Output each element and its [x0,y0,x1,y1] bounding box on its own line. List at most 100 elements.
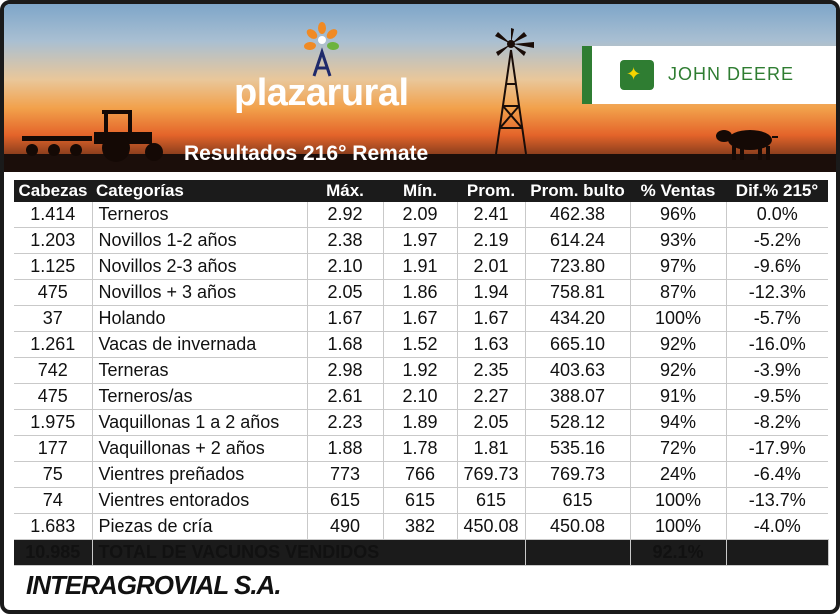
table-row: 1.125 Novillos 2-3 años 2.10 1.91 2.01 7… [14,253,828,280]
column-header: Prom. bulto [525,180,630,202]
cell-prom: 2.19 [457,227,526,254]
cell-cabezas: 1.414 [14,202,93,228]
cell-max: 615 [307,487,384,514]
column-header: Cabezas [14,180,92,202]
cell-prom-bulto: 462.38 [525,202,631,228]
cell-dif: -12.3% [726,279,828,306]
cell-categoria: Piezas de cría [92,513,308,540]
cell-max: 2.38 [307,227,384,254]
company-name: INTERAGROVIAL S.A. [26,570,282,600]
cell-prom-bulto: 403.63 [525,357,631,384]
column-header: Dif.% 215° [726,180,828,202]
cell-cabezas: 1.203 [14,227,93,254]
cell-categoria: Novillos + 3 años [92,279,308,306]
cell-min: 2.10 [383,383,458,410]
cell-min: 382 [383,513,458,540]
cell-max: 773 [307,461,384,488]
cell-ventas: 100% [630,305,727,332]
cell-ventas: 93% [630,227,727,254]
cell-ventas: 24% [630,461,727,488]
cell-cabezas: 1.975 [14,409,93,436]
cell-max: 1.67 [307,305,384,332]
cell-ventas: 97% [630,253,727,280]
sponsor-name: JOHN DEERE [668,64,795,84]
cell-ventas: 100% [630,513,727,540]
cell-prom-bulto: 528.12 [525,409,631,436]
table-row: 742 Terneras 2.98 1.92 2.35 403.63 92% -… [14,357,828,384]
table-row: 1.261 Vacas de invernada 1.68 1.52 1.63 … [14,331,828,358]
cell-prom: 2.05 [457,409,526,436]
cell-min: 615 [383,487,458,514]
cell-dif: 0.0% [726,202,828,228]
cell-prom: 615 [457,487,526,514]
cell-prom: 1.94 [457,279,526,306]
total-ventas: 92.1% [630,539,727,566]
cell-prom-bulto: 665.10 [525,331,631,358]
cell-max: 490 [307,513,384,540]
table-row: 1.975 Vaquillonas 1 a 2 años 2.23 1.89 2… [14,409,828,436]
cell-min: 1.89 [383,409,458,436]
cell-max: 2.05 [307,279,384,306]
table-row: 1.414 Terneros 2.92 2.09 2.41 462.38 96%… [14,202,828,228]
cell-min: 1.86 [383,279,458,306]
cell-prom: 1.67 [457,305,526,332]
cell-ventas: 100% [630,487,727,514]
header-banner: plazarural [4,4,836,172]
table-row: 1.683 Piezas de cría 490 382 450.08 450.… [14,513,828,540]
cell-prom-bulto: 769.73 [525,461,631,488]
cell-categoria: Novillos 2-3 años [92,253,308,280]
cell-ventas: 92% [630,357,727,384]
total-row: 10.985 TOTAL DE VACUNOS VENDIDOS 92.1% [14,539,829,566]
cell-prom: 1.63 [457,331,526,358]
deer-icon: ✦ [620,60,654,90]
cell-dif: -5.2% [726,227,828,254]
cell-max: 1.88 [307,435,384,462]
cell-dif: -4.0% [726,513,828,540]
cell-ventas: 94% [630,409,727,436]
cell-cabezas: 475 [14,383,93,410]
cell-min: 1.91 [383,253,458,280]
cell-ventas: 91% [630,383,727,410]
cell-cabezas: 475 [14,279,93,306]
table-row: 177 Vaquillonas + 2 años 1.88 1.78 1.81 … [14,435,828,462]
cell-categoria: Vientres entorados [92,487,308,514]
cell-min: 2.09 [383,202,458,228]
column-header: Prom. [457,180,525,202]
cell-max: 2.92 [307,202,384,228]
cell-dif: -16.0% [726,331,828,358]
cell-categoria: Vientres preñados [92,461,308,488]
cell-cabezas: 742 [14,357,93,384]
cell-cabezas: 1.683 [14,513,93,540]
column-header: Categorías [92,180,307,202]
cell-ventas: 92% [630,331,727,358]
cell-ventas: 96% [630,202,727,228]
cell-categoria: Terneros/as [92,383,308,410]
cell-min: 1.52 [383,331,458,358]
column-header: Máx. [307,180,383,202]
cell-dif: -17.9% [726,435,828,462]
total-spacer [726,539,829,566]
cell-prom: 450.08 [457,513,526,540]
cell-prom-bulto: 450.08 [525,513,631,540]
table-row: 37 Holando 1.67 1.67 1.67 434.20 100% -5… [14,305,828,332]
plazarural-logo-icon [304,22,339,77]
cell-prom: 2.41 [457,202,526,228]
tractor-icon [22,110,163,162]
john-deere-logo: ✦ JOHN DEERE [582,46,836,104]
cell-dif: -9.6% [726,253,828,280]
cell-categoria: Novillos 1-2 años [92,227,308,254]
cell-dif: -9.5% [726,383,828,410]
cell-cabezas: 37 [14,305,93,332]
cell-dif: -8.2% [726,409,828,436]
cell-prom: 2.27 [457,383,526,410]
cell-cabezas: 75 [14,461,93,488]
cell-cabezas: 74 [14,487,93,514]
cell-max: 1.68 [307,331,384,358]
total-label: TOTAL DE VACUNOS VENDIDOS [92,539,526,566]
cell-prom: 2.01 [457,253,526,280]
results-table: Cabezas Categorías Máx. Mín. Prom. Prom.… [14,180,829,566]
cell-min: 1.78 [383,435,458,462]
cell-max: 2.98 [307,357,384,384]
cell-categoria: Terneros [92,202,308,228]
